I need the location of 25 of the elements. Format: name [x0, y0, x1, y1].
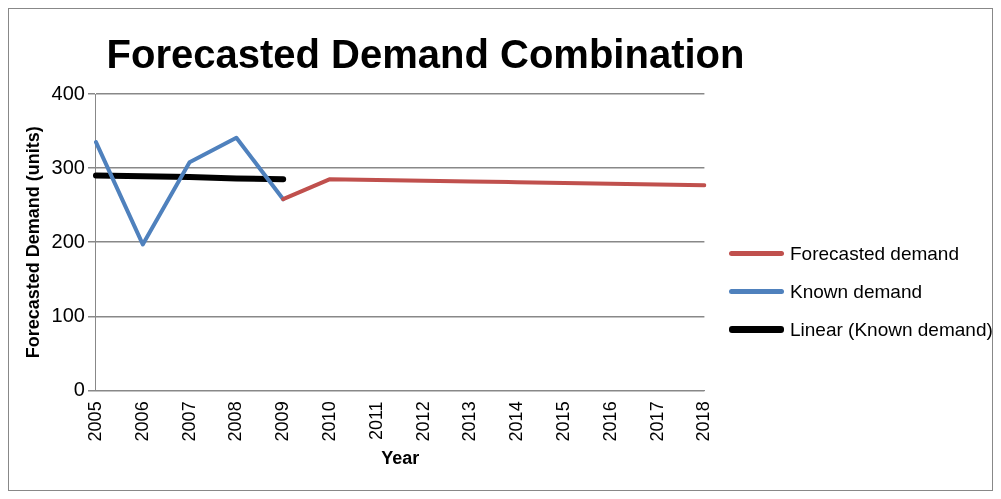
legend-label: Forecasted demand — [790, 242, 959, 265]
x-tick-label: 2005 — [84, 401, 105, 442]
x-tick-label: 2006 — [131, 401, 152, 442]
y-tick-label: 0 — [73, 377, 85, 400]
x-tick-label: 2014 — [506, 401, 527, 442]
x-tick-label: 2008 — [225, 401, 246, 442]
y-tick-label: 100 — [51, 303, 85, 326]
legend-label: Linear (Known demand) — [790, 318, 993, 341]
x-tick-label: 2011 — [365, 401, 386, 441]
y-tick-label: 200 — [51, 229, 85, 252]
x-tick-label: 2009 — [272, 401, 293, 442]
x-tick-label: 2018 — [693, 401, 714, 442]
y-tick-label: 300 — [51, 155, 85, 178]
x-tick-label: 2007 — [178, 401, 199, 442]
x-tick-label: 2017 — [646, 401, 667, 442]
x-tick-label: 2012 — [412, 401, 433, 442]
x-tick-label: 2016 — [599, 401, 620, 442]
y-axis-title: Forecasted Demand (units) — [22, 126, 43, 359]
x-tick-label: 2015 — [552, 401, 573, 442]
x-tick-label: 2013 — [459, 401, 480, 442]
x-axis-title: Year — [381, 448, 420, 469]
chart-title: Forecasted Demand Combination — [105, 31, 746, 78]
legend-label: Known demand — [790, 280, 923, 303]
y-tick-label: 400 — [51, 81, 85, 104]
x-tick-label: 2010 — [318, 401, 339, 442]
